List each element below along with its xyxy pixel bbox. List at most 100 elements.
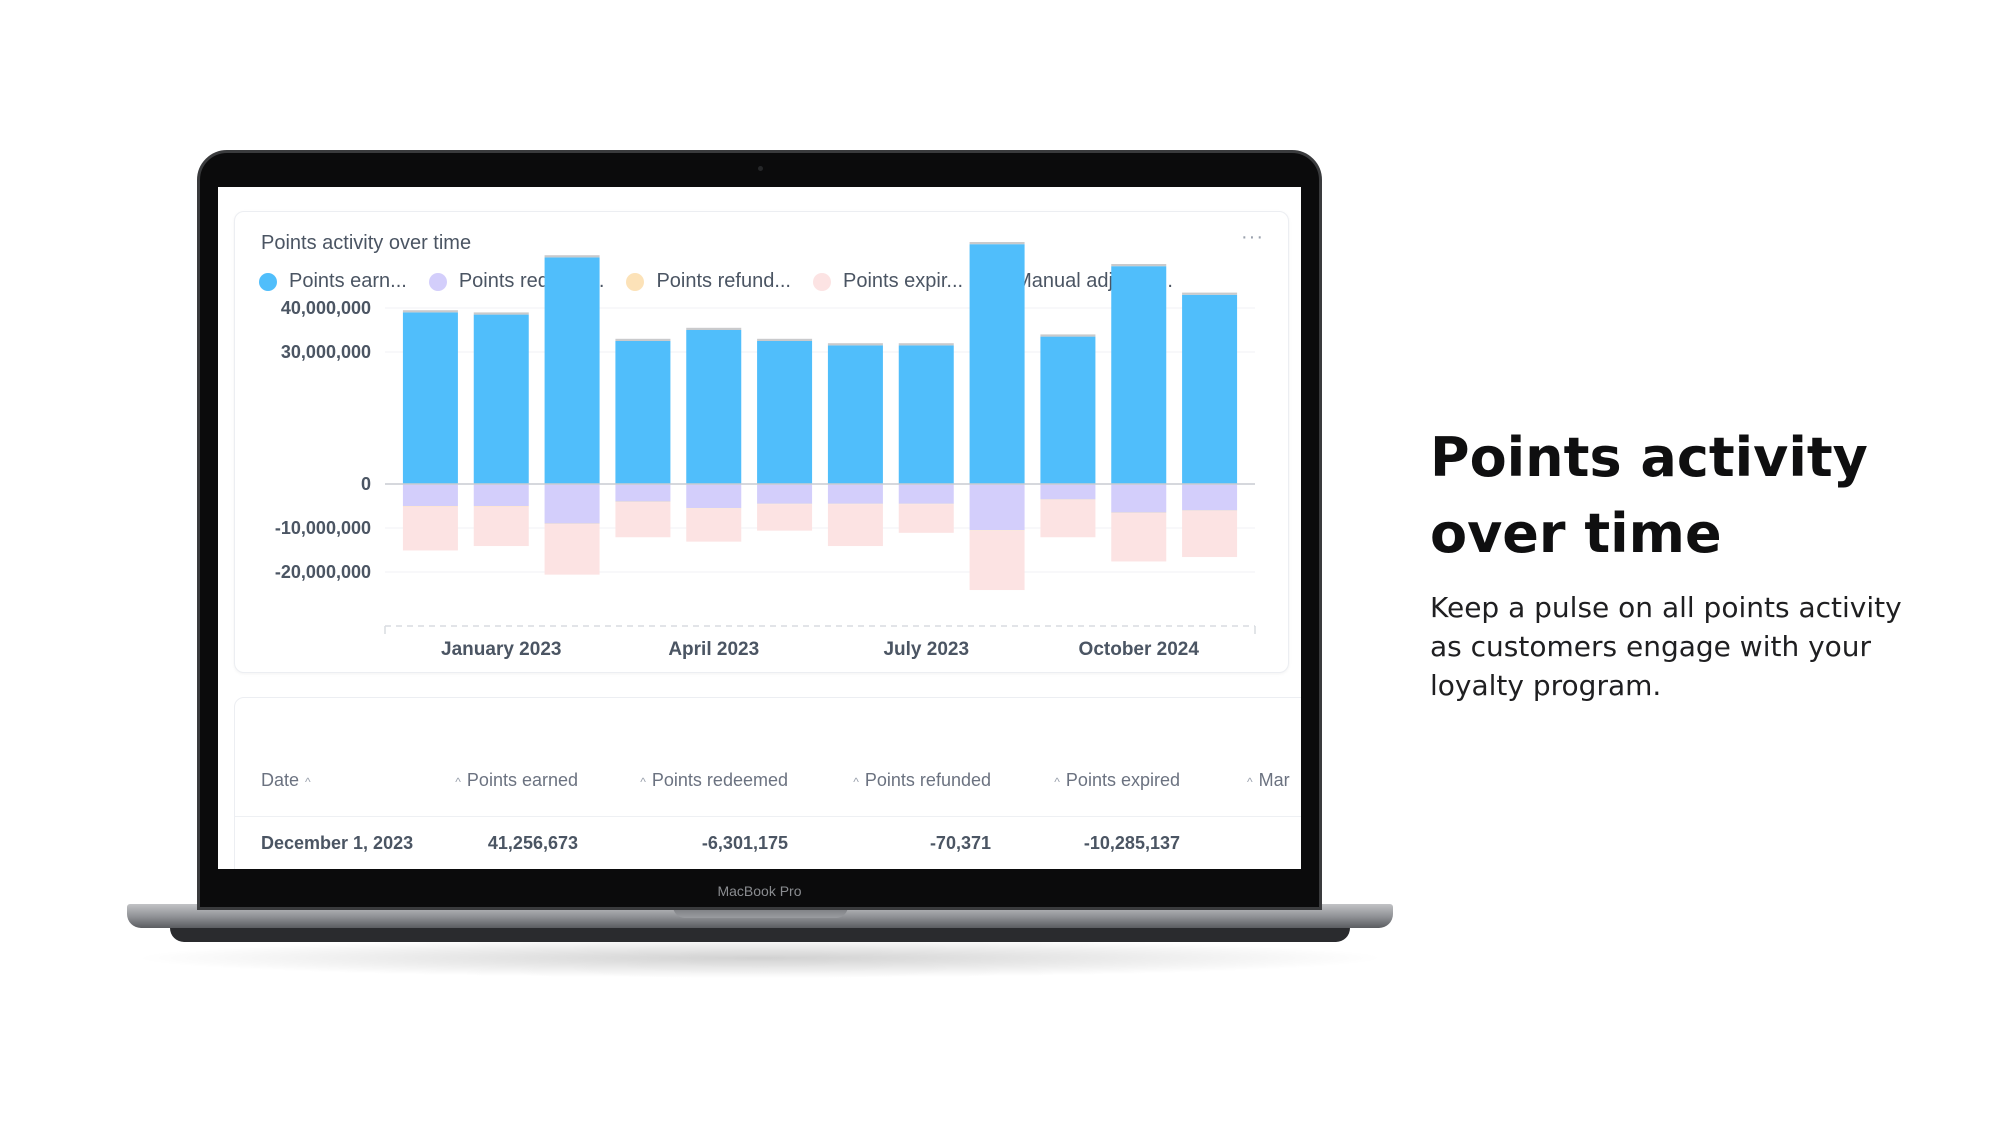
bar-segment (757, 484, 813, 504)
sort-up-icon: ^ (455, 775, 461, 789)
y-tick-label: 0 (361, 474, 371, 494)
cell-points-expired: -10,285,137 (1083, 833, 1180, 853)
x-tick-label: July 2023 (883, 639, 969, 660)
bar-segment (686, 508, 742, 542)
bar-segment (827, 345, 883, 484)
table-row[interactable]: December 1, 2023 41,256,673 -6,301,175 -… (235, 816, 1301, 856)
bar-segment (1182, 510, 1238, 558)
bar-segment (969, 242, 1025, 245)
legend-item-points-earned[interactable]: Points earn... (259, 270, 407, 293)
bar-segment (898, 345, 954, 484)
bar-segment (1040, 499, 1096, 538)
legend-label: Points refund... (656, 270, 791, 292)
cell-points-refunded: -70,371 (929, 833, 991, 853)
bar-segment (1040, 334, 1096, 337)
bar-segment (757, 341, 813, 484)
bar-segment (898, 504, 954, 533)
bar-segment (1040, 336, 1096, 484)
sort-up-icon: ^ (1247, 775, 1253, 789)
bar-segment (473, 312, 529, 315)
laptop-shadow (130, 938, 1390, 978)
bar-segment (615, 341, 671, 484)
bar-segment (402, 312, 458, 484)
bar-segment (686, 330, 742, 484)
bar-segment (1111, 266, 1167, 484)
bar-segment (1182, 292, 1238, 295)
bar-segment (1111, 264, 1167, 267)
x-tick-label: October 2024 (1079, 639, 1200, 660)
hero-title-line: over time (1430, 502, 1722, 565)
legend-dot (259, 272, 277, 291)
bar-segment (615, 484, 671, 502)
bar-segment (1040, 484, 1096, 500)
bar-segment (473, 484, 529, 506)
column-header-date[interactable]: Date ^ (261, 760, 317, 802)
bar-segment (686, 484, 742, 509)
sort-up-icon: ^ (1054, 775, 1060, 789)
chart-card: Points activity over time ··· Points ear… (234, 211, 1289, 673)
bar-segment (402, 310, 458, 313)
column-header-points-redeemed[interactable]: ^ Points redeemed (634, 760, 788, 802)
bar-segment (544, 255, 600, 258)
bar-segment (1111, 513, 1167, 562)
hero-description: Keep a pulse on all points activity as c… (1430, 591, 1902, 702)
bar-segment (757, 504, 813, 531)
card-title: Points activity over time (261, 232, 472, 254)
bar-segment (473, 314, 529, 484)
laptop-foot (170, 928, 1350, 942)
legend-label: Points earn... (289, 270, 407, 292)
column-header-label: Mar (1258, 770, 1290, 790)
bar-segment (686, 327, 742, 330)
laptop-lid: Points activity over time ··· Points ear… (197, 150, 1322, 910)
bar-segment (615, 502, 671, 538)
camera-icon (758, 166, 763, 171)
legend-dot (626, 272, 645, 291)
column-header-label: Points earned (466, 770, 578, 790)
bar-segment (969, 530, 1025, 591)
hero-title: Points activity over time (1430, 420, 1950, 572)
y-tick-label: -10,000,000 (275, 518, 371, 538)
bar-segment (827, 484, 883, 504)
bar-segment (757, 338, 813, 341)
bar-segment (544, 524, 600, 575)
column-header-points-expired[interactable]: ^ Points expired (1048, 760, 1180, 802)
x-tick-label: April 2023 (668, 639, 759, 660)
column-header-label: Date (261, 770, 300, 790)
legend-dot (813, 272, 831, 291)
bezel-label: MacBook Pro (717, 883, 802, 899)
x-tick-label: January 2023 (441, 639, 561, 660)
cell-date: December 1, 2023 (261, 833, 414, 853)
bar-segment (827, 504, 883, 547)
bar-segment (969, 244, 1025, 484)
legend-item-points-refunded[interactable]: Points refund... (626, 270, 791, 293)
table-header-row: Date ^ ^ Points earned ^ Points redeemed ^ P… (235, 760, 1301, 800)
column-header-points-refunded[interactable]: ^ Points refunded (847, 760, 991, 802)
hero-title-line: Points activity (1430, 426, 1868, 489)
bar-segment (544, 257, 600, 484)
y-tick-label: 30,000,000 (281, 342, 371, 362)
bar-segment (402, 484, 458, 506)
bar-segment (1182, 294, 1238, 484)
bar-segment (898, 484, 954, 504)
bar-segment (1111, 484, 1167, 513)
bar-segment (1182, 484, 1238, 511)
column-header-manual[interactable]: ^ Mar (1241, 760, 1290, 802)
points-activity-chart: 40,000,000 30,000,000 0 -10,000,000 -20,000,… (275, 242, 1256, 660)
bar-segment (969, 484, 1025, 531)
bar-segment (827, 343, 883, 346)
legend-dot (428, 272, 447, 291)
legend-label: Points expir... (843, 270, 964, 292)
laptop-screen: Points activity over time ··· Points ear… (218, 187, 1301, 869)
column-header-points-earned[interactable]: ^ Points earned (449, 760, 578, 802)
bar-segment (544, 484, 600, 524)
bar-segment (898, 343, 954, 346)
bar-segment (402, 506, 458, 551)
legend-item-points-expired[interactable]: Points expir... (813, 270, 963, 293)
sort-up-icon: ^ (640, 775, 646, 789)
y-tick-label: 40,000,000 (281, 298, 371, 318)
cell-points-earned: 41,256,673 (487, 833, 578, 853)
cell-points-redeemed: -6,301,175 (701, 833, 788, 853)
table-card: Date ^ ^ Points earned ^ Points redeemed ^ P… (234, 697, 1301, 869)
more-horizontal-icon[interactable]: ··· (1241, 226, 1264, 248)
sort-up-icon: ^ (305, 775, 311, 789)
